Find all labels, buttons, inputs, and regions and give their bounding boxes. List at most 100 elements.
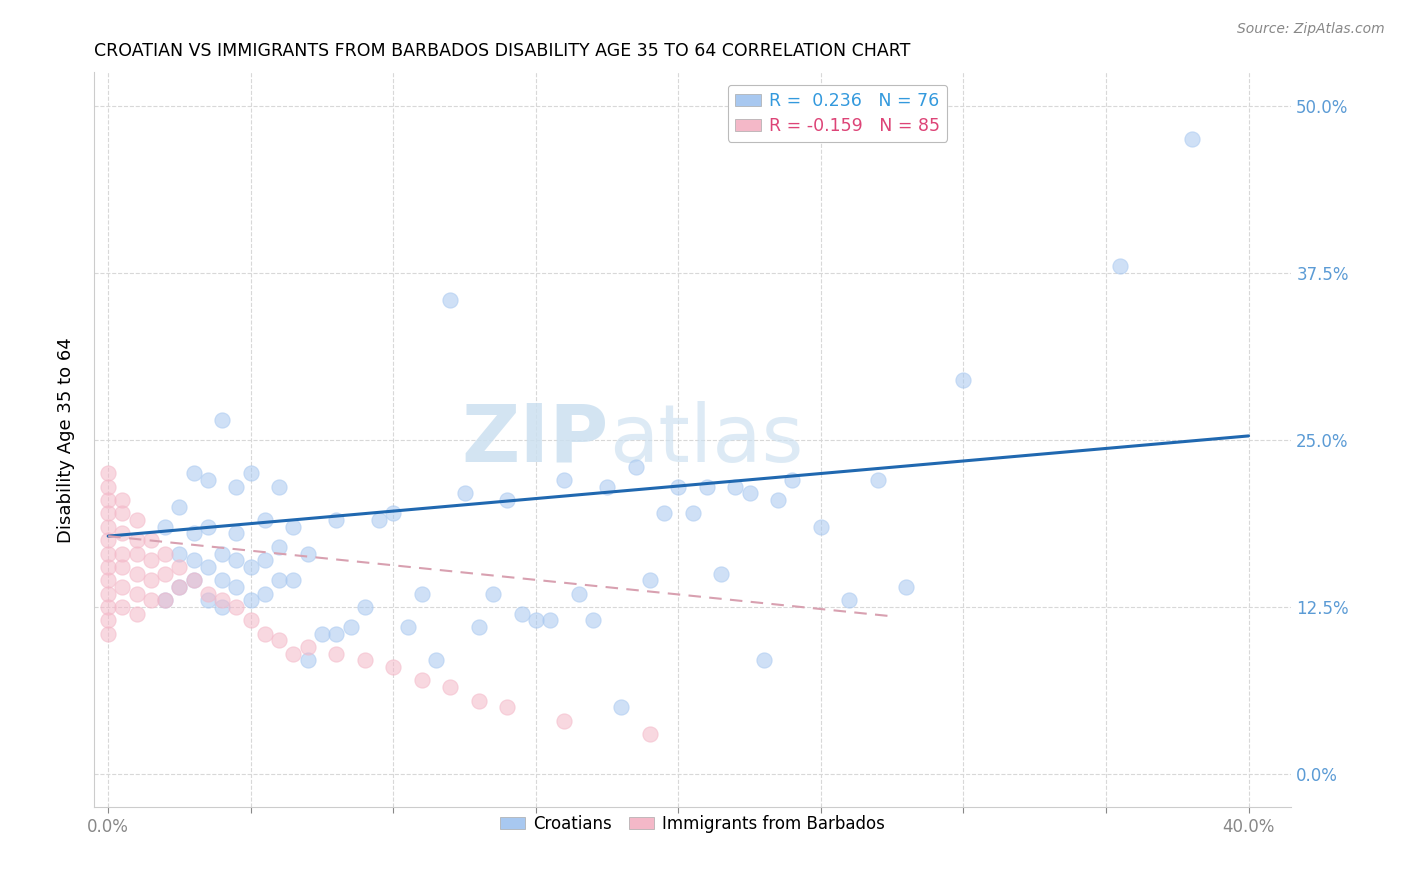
Point [169, 580, 191, 594]
Point [169, 500, 191, 514]
Point [952, 373, 974, 387]
Point [269, 540, 291, 554]
Point [382, 507, 405, 521]
Point [724, 480, 747, 494]
Point [211, 547, 233, 561]
Point [682, 507, 704, 521]
Point [139, 533, 162, 548]
Point [97, 507, 120, 521]
Point [638, 573, 661, 587]
Point [183, 553, 205, 567]
Point [97, 560, 120, 574]
Point [225, 599, 247, 614]
Point [253, 513, 276, 527]
Point [468, 693, 491, 707]
Point [568, 586, 591, 600]
Point [111, 493, 134, 508]
Point [139, 573, 162, 587]
Point [439, 293, 461, 307]
Point [239, 467, 262, 481]
Point [125, 547, 148, 561]
Point [111, 560, 134, 574]
Point [482, 586, 505, 600]
Point [183, 467, 205, 481]
Point [596, 480, 619, 494]
Point [553, 714, 575, 728]
Point [97, 480, 120, 494]
Point [111, 580, 134, 594]
Point [253, 626, 276, 640]
Point [269, 573, 291, 587]
Point [325, 626, 347, 640]
Point [311, 626, 333, 640]
Point [97, 533, 120, 548]
Point [838, 593, 860, 607]
Point [139, 553, 162, 567]
Point [97, 493, 120, 508]
Point [125, 513, 148, 527]
Point [339, 620, 361, 634]
Point [610, 700, 633, 714]
Point [211, 599, 233, 614]
Point [524, 613, 547, 627]
Point [97, 520, 120, 534]
Point [239, 613, 262, 627]
Point [153, 547, 176, 561]
Point [225, 480, 247, 494]
Point [553, 473, 575, 487]
Point [297, 547, 319, 561]
Point [125, 607, 148, 621]
Point [325, 513, 347, 527]
Point [111, 526, 134, 541]
Point [169, 560, 191, 574]
Point [283, 520, 305, 534]
Point [382, 660, 405, 674]
Point [239, 593, 262, 607]
Point [97, 613, 120, 627]
Point [738, 486, 761, 500]
Point [253, 586, 276, 600]
Point [396, 620, 419, 634]
Point [125, 586, 148, 600]
Point [183, 573, 205, 587]
Point [283, 573, 305, 587]
Point [425, 653, 447, 667]
Point [153, 566, 176, 581]
Text: CROATIAN VS IMMIGRANTS FROM BARBADOS DISABILITY AGE 35 TO 64 CORRELATION CHART: CROATIAN VS IMMIGRANTS FROM BARBADOS DIS… [94, 42, 910, 60]
Point [269, 480, 291, 494]
Point [197, 593, 219, 607]
Point [125, 533, 148, 548]
Point [169, 547, 191, 561]
Point [325, 647, 347, 661]
Point [269, 633, 291, 648]
Point [752, 653, 775, 667]
Text: Source: ZipAtlas.com: Source: ZipAtlas.com [1237, 22, 1385, 37]
Point [283, 647, 305, 661]
Point [496, 493, 519, 508]
Point [453, 486, 475, 500]
Point [97, 467, 120, 481]
Point [582, 613, 605, 627]
Point [197, 473, 219, 487]
Point [211, 413, 233, 427]
Point [197, 560, 219, 574]
Point [624, 459, 647, 474]
Point [153, 593, 176, 607]
Point [97, 626, 120, 640]
Point [353, 653, 375, 667]
Point [97, 599, 120, 614]
Point [183, 526, 205, 541]
Point [211, 573, 233, 587]
Point [225, 526, 247, 541]
Point [538, 613, 561, 627]
Point [710, 566, 733, 581]
Point [353, 599, 375, 614]
Point [896, 580, 918, 594]
Point [696, 480, 718, 494]
Point [211, 593, 233, 607]
Y-axis label: Disability Age 35 to 64: Disability Age 35 to 64 [58, 337, 75, 543]
Point [297, 640, 319, 654]
Point [510, 607, 533, 621]
Point [153, 520, 176, 534]
Point [411, 673, 433, 688]
